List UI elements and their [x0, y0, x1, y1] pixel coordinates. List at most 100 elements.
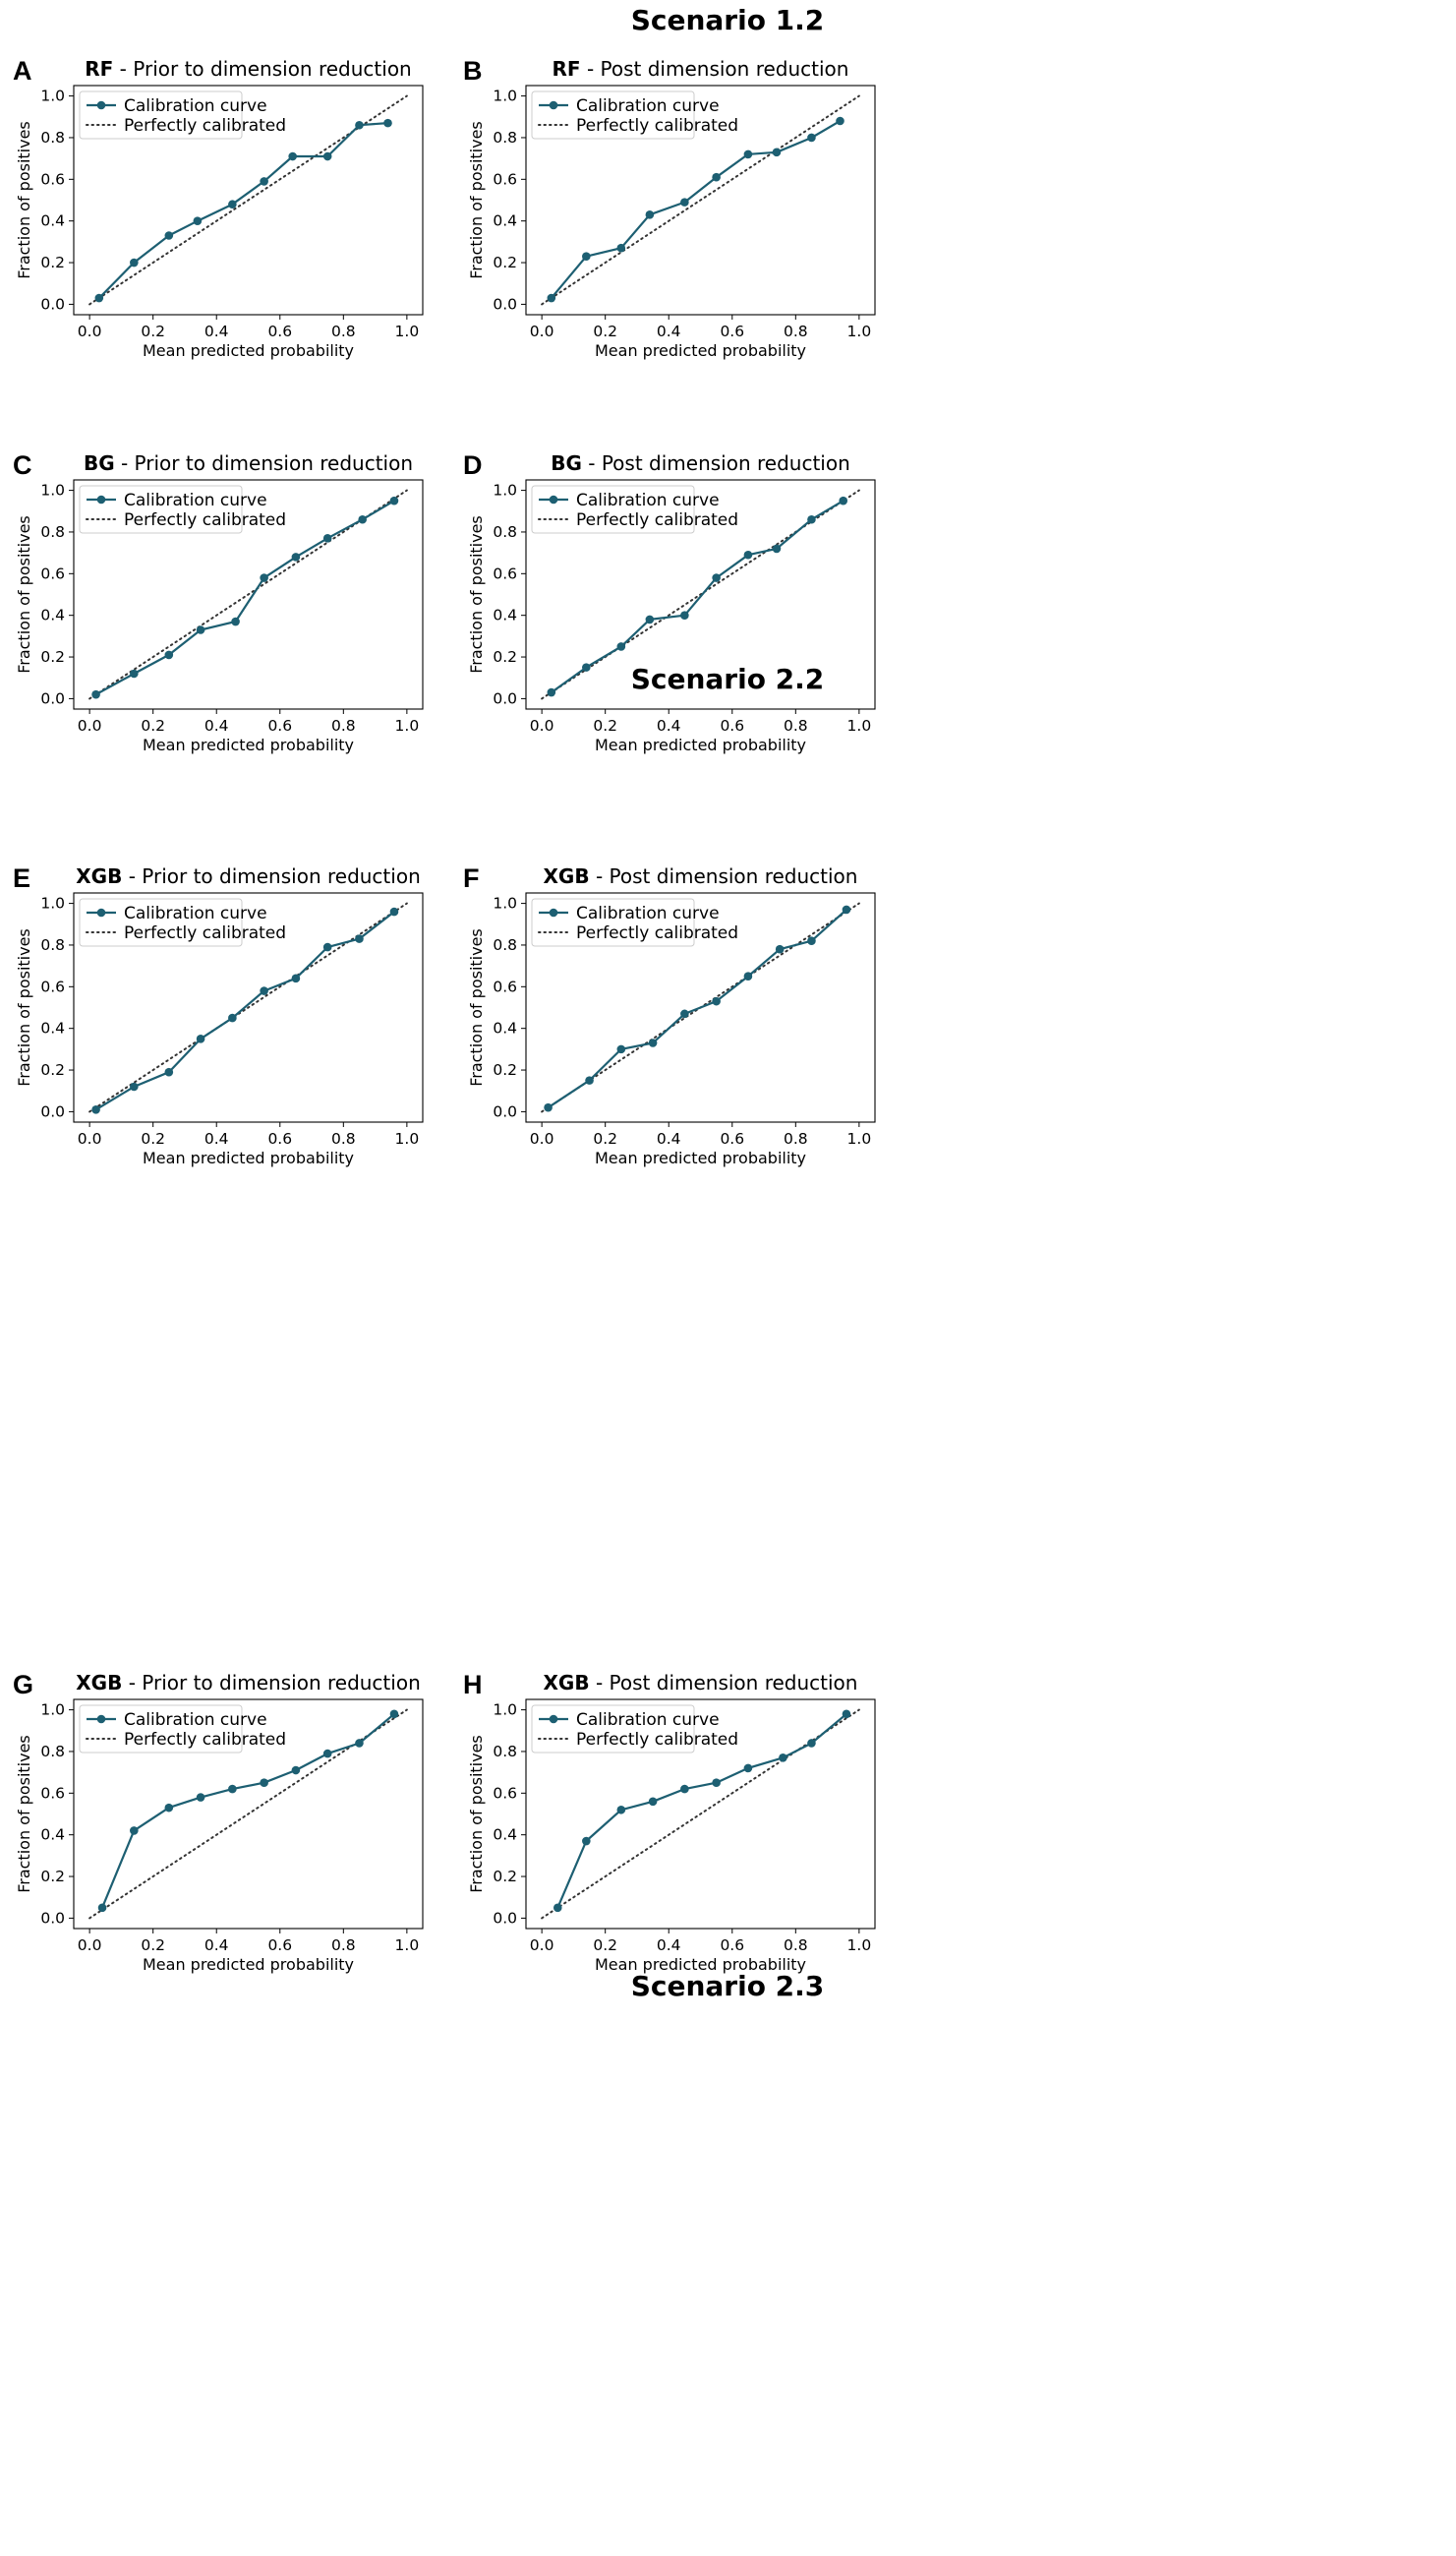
legend-label-perfect: Perfectly calibrated — [576, 510, 738, 530]
perfectly-calibrated-line — [88, 1708, 408, 1920]
x-tick-label: 0.6 — [267, 1936, 292, 1954]
chart-title: XGB - Post dimension reduction — [544, 864, 858, 888]
calibration-point — [164, 1803, 174, 1813]
x-tick-label: 0.4 — [204, 323, 229, 340]
calibration-point — [775, 944, 785, 954]
x-tick-label: 0.6 — [267, 717, 292, 735]
x-axis-label: Mean predicted probability — [595, 341, 806, 360]
chart-title-suffix: - Post dimension reduction — [590, 1671, 858, 1694]
perfectly-calibrated-line — [541, 489, 860, 700]
calibration-curve-line — [551, 500, 844, 693]
calibration-point — [544, 1102, 553, 1112]
legend-label-calibration: Calibration curve — [576, 96, 720, 116]
y-tick-label: 0.2 — [40, 1061, 65, 1079]
y-tick-label: 0.2 — [40, 254, 65, 271]
calibration-point — [680, 611, 689, 620]
chart-title-model: XGB — [544, 1671, 590, 1694]
chart-title: BG - Post dimension reduction — [551, 451, 850, 475]
x-tick-label: 0.8 — [784, 1936, 808, 1954]
x-tick-label: 0.4 — [657, 1130, 681, 1148]
x-tick-label: 0.0 — [78, 1130, 102, 1148]
x-tick-label: 0.6 — [720, 1936, 744, 1954]
x-tick-label: 0.0 — [78, 323, 102, 340]
y-tick-label: 0.0 — [493, 689, 517, 707]
legend-curve-marker — [96, 100, 106, 110]
y-tick-label: 0.2 — [493, 1868, 517, 1885]
x-tick-label: 0.8 — [784, 323, 808, 340]
x-tick-label: 1.0 — [847, 1936, 872, 1954]
chart-panel-d: D BG - Post dimension reduction 0.0 0.2 0.4 0… — [463, 450, 876, 754]
y-tick-label: 0.0 — [493, 1909, 517, 1927]
x-tick-label: 0.6 — [267, 323, 292, 340]
legend-box — [531, 898, 695, 947]
x-tick-label: 0.0 — [530, 323, 554, 340]
x-tick-label: 0.8 — [331, 1130, 356, 1148]
calibration-curve-line — [98, 122, 388, 299]
legend-curve-marker — [549, 100, 558, 110]
legend-label-perfect: Perfectly calibrated — [576, 1730, 738, 1750]
chart-title: RF - Post dimension reduction — [553, 57, 849, 81]
y-tick-label: 0.0 — [40, 1909, 65, 1927]
perfectly-calibrated-line — [88, 94, 408, 306]
x-tick-label: 0.0 — [78, 1936, 102, 1954]
y-axis-label: Fraction of positives — [467, 515, 486, 674]
x-tick-label: 1.0 — [847, 1130, 872, 1148]
y-tick-label: 0.6 — [493, 978, 517, 995]
y-tick-label: 0.2 — [40, 1868, 65, 1885]
plot-frame — [73, 479, 424, 710]
chart-title-suffix: - Prior to dimension reduction — [122, 864, 420, 888]
x-tick-label: 0.6 — [720, 323, 744, 340]
calibration-point — [547, 687, 556, 697]
panel-letter: G — [13, 1670, 33, 1699]
y-tick-label: 0.8 — [40, 1743, 65, 1760]
x-axis-label: Mean predicted probability — [595, 1955, 806, 1974]
plot-frame — [73, 1698, 424, 1930]
calibration-point — [164, 231, 174, 240]
calibration-point — [547, 293, 556, 303]
chart-panel-e: E XGB - Prior to dimension reduction 0.0 0.… — [13, 863, 424, 1167]
y-tick-label: 0.6 — [493, 170, 517, 188]
scenario-title-3: Scenario 2.3 — [631, 1970, 825, 2002]
x-axis-label: Mean predicted probability — [143, 736, 354, 754]
chart-title-model: XGB — [76, 1671, 122, 1694]
chart-panel-f: F XGB - Post dimension reduction 0.0 0.2 0.4… — [463, 863, 876, 1167]
legend-curve-marker — [549, 495, 558, 505]
y-tick-label: 0.0 — [493, 1102, 517, 1120]
y-tick-label: 0.2 — [40, 648, 65, 666]
calibration-point — [196, 1793, 205, 1802]
calibration-point — [712, 573, 721, 582]
x-tick-label: 0.0 — [530, 1936, 554, 1954]
perfectly-calibrated-line — [541, 1708, 860, 1920]
calibration-point — [616, 642, 626, 651]
legend-curve-marker — [96, 1714, 106, 1724]
plot-frame — [73, 892, 424, 1123]
y-axis-label: Fraction of positives — [15, 515, 33, 674]
calibration-point — [772, 544, 782, 554]
calibration-point — [743, 550, 753, 560]
x-tick-label: 0.8 — [784, 1130, 808, 1148]
y-tick-label: 0.8 — [40, 936, 65, 954]
calibration-point — [260, 177, 268, 186]
x-tick-label: 1.0 — [395, 323, 420, 340]
x-tick-label: 0.4 — [204, 1936, 229, 1954]
y-tick-label: 0.2 — [493, 254, 517, 271]
legend-box — [531, 485, 695, 534]
chart-title-suffix: - Prior to dimension reduction — [113, 57, 411, 81]
x-tick-label: 0.8 — [331, 717, 356, 735]
y-tick-label: 0.4 — [40, 212, 65, 230]
perfectly-calibrated-line — [88, 489, 408, 700]
x-tick-label: 0.8 — [331, 323, 356, 340]
y-tick-label: 0.2 — [493, 648, 517, 666]
y-tick-label: 0.6 — [40, 1784, 65, 1802]
chart-title-suffix: - Post dimension reduction — [581, 57, 849, 81]
calibration-point — [130, 669, 139, 679]
legend-box — [79, 485, 243, 534]
legend-label-calibration: Calibration curve — [576, 491, 720, 510]
calibration-point — [322, 1749, 332, 1758]
chart-title-model: BG — [84, 451, 115, 475]
x-tick-label: 0.8 — [331, 1936, 356, 1954]
calibration-curve-line — [95, 911, 395, 1111]
calibration-point — [772, 148, 782, 157]
x-tick-label: 0.2 — [593, 1130, 617, 1148]
calibration-point — [260, 1778, 268, 1788]
